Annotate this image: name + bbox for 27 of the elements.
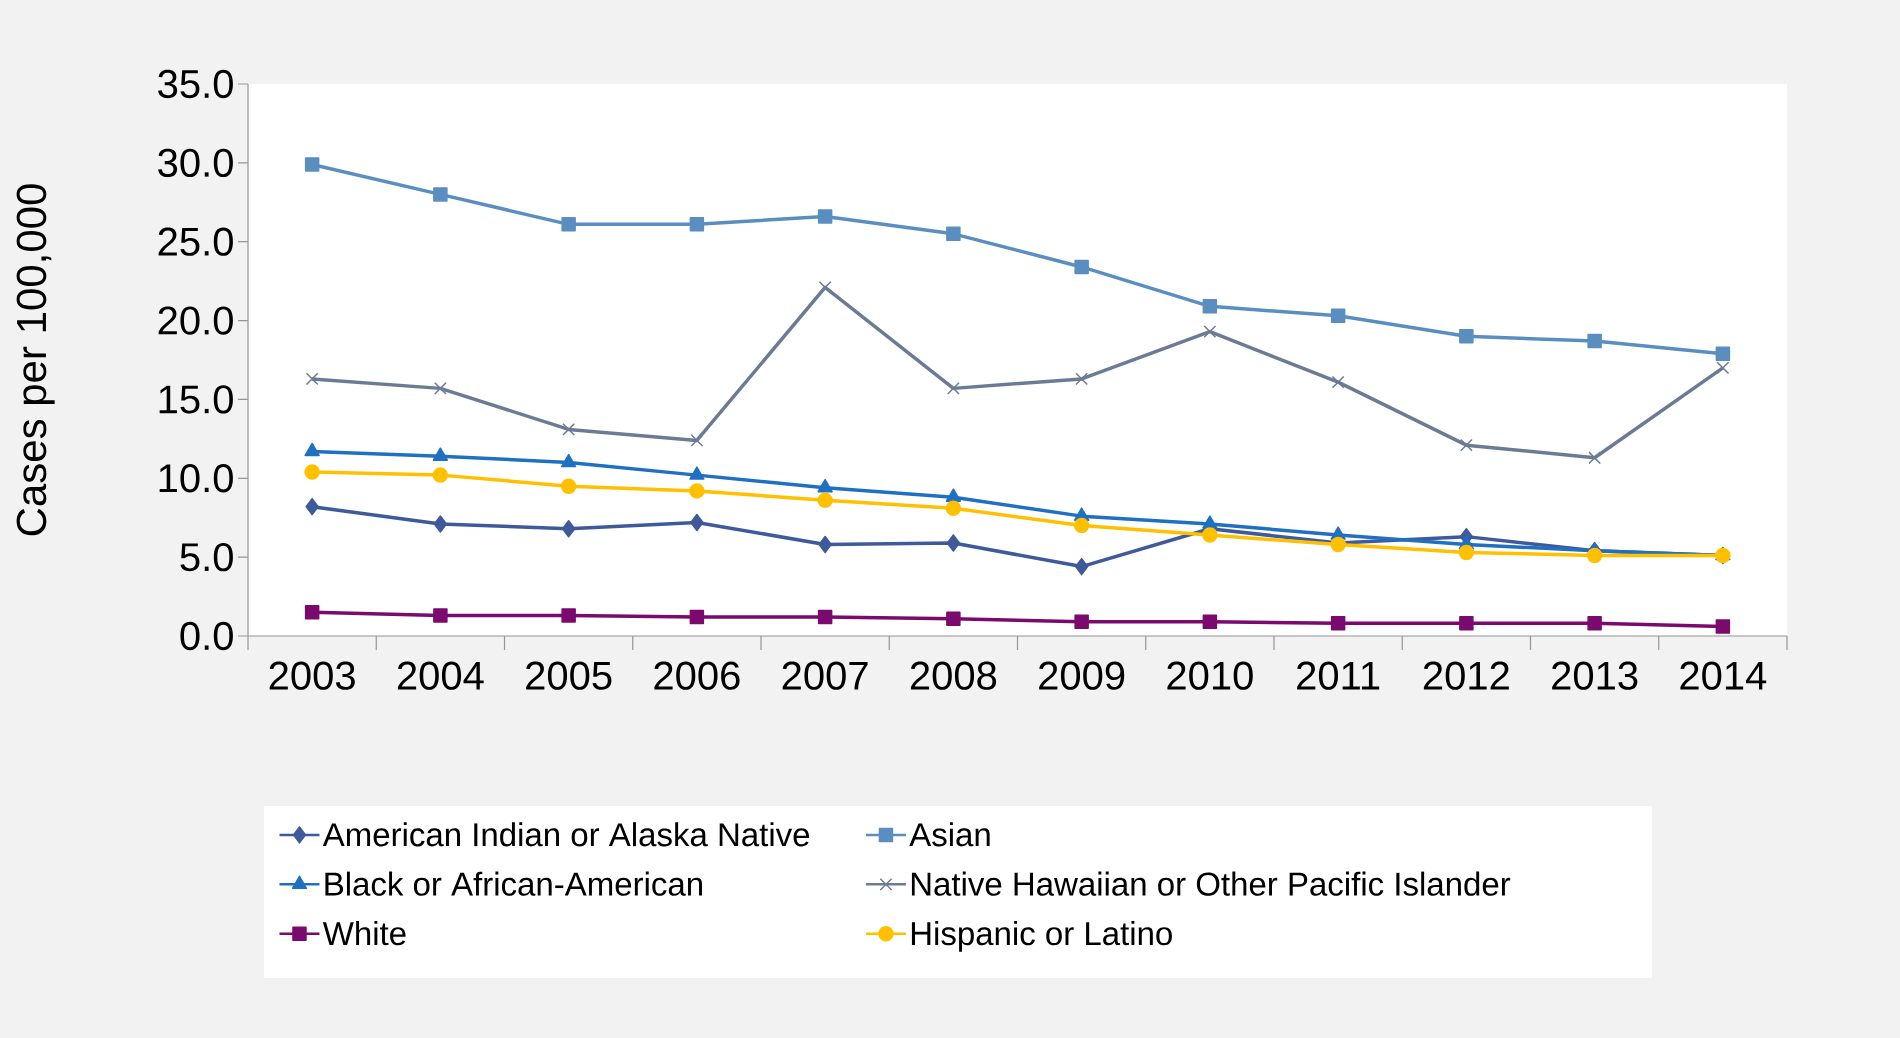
legend-label: White	[322, 921, 406, 946]
y-tick-label: 30.0	[158, 148, 233, 178]
y-tick-label: 15.0	[159, 385, 233, 414]
y-tick-label: 10.0	[159, 464, 233, 493]
x-tick-label: 2009	[1039, 661, 1125, 690]
x-tick-label: 2010	[1167, 661, 1253, 690]
legend-label: American Indian or Alaska Native	[322, 822, 810, 847]
legend-label: Native Hawaiian or Other Pacific Islander	[911, 871, 1511, 896]
legend-label: Hispanic or Latino	[911, 921, 1172, 952]
legend-label: Black or African-American	[325, 871, 702, 896]
y-tick-label: 20.0	[158, 306, 233, 335]
x-tick-label: 2004	[397, 661, 484, 690]
x-tick-label: 2011	[1297, 661, 1380, 690]
y-tick-label: 25.0	[158, 227, 233, 256]
x-tick-label: 2013	[1552, 661, 1638, 690]
legend-label: Asian	[909, 822, 990, 847]
x-tick-label: 2005	[526, 661, 612, 690]
y-axis-title: Cases per 100,000	[16, 184, 55, 536]
x-tick-label: 2003	[269, 661, 355, 690]
x-tick-label: 2014	[1680, 661, 1767, 690]
y-tick-label: 35.0	[158, 69, 233, 99]
x-tick-label: 2007	[782, 661, 868, 690]
y-tick-label: 0.0	[180, 621, 233, 651]
y-tick-label: 5.0	[180, 542, 233, 572]
x-tick-label: 2012	[1423, 661, 1509, 690]
x-tick-label: 2006	[654, 661, 740, 690]
x-tick-label: 2008	[910, 661, 997, 690]
